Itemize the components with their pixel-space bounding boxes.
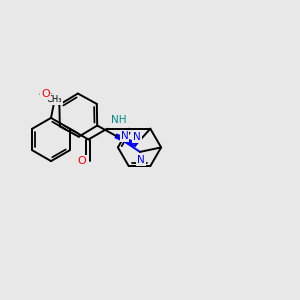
- Text: NH: NH: [111, 115, 126, 125]
- Text: N: N: [133, 132, 141, 142]
- Text: CH₃: CH₃: [47, 95, 62, 104]
- Text: N: N: [121, 131, 128, 141]
- Text: O: O: [77, 156, 86, 166]
- Text: O: O: [41, 89, 50, 99]
- Text: N: N: [137, 155, 145, 165]
